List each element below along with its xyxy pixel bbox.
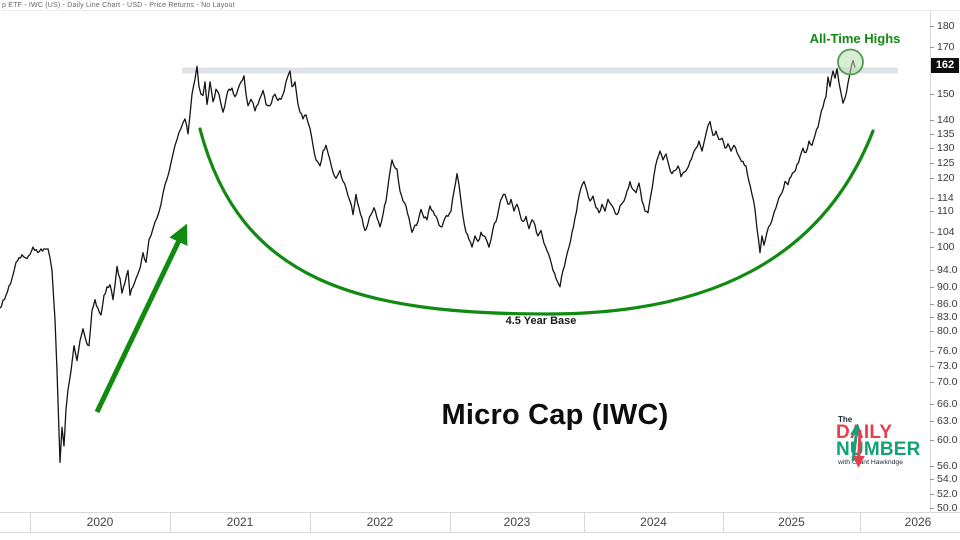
price-tick	[930, 247, 934, 249]
price-tick-label: 135	[937, 127, 955, 140]
price-tick	[930, 365, 934, 367]
year-separator	[310, 513, 311, 532]
price-tick	[930, 465, 934, 467]
price-tick-label: 94.0	[937, 264, 958, 277]
price-tick	[930, 120, 934, 122]
price-tick	[930, 439, 934, 441]
price-tick	[930, 479, 934, 481]
price-tick	[930, 421, 934, 423]
price-tick-label: 52.0	[937, 487, 958, 500]
last-price-badge: 162	[931, 57, 959, 73]
price-tick	[930, 211, 934, 213]
logo-daily-text: DAILY	[836, 422, 893, 443]
price-tick	[930, 303, 934, 305]
price-tick-label: 56.0	[937, 459, 958, 472]
price-tick-label: 70.0	[937, 375, 958, 388]
price-tick	[930, 381, 934, 383]
price-tick-label: 140	[937, 114, 955, 127]
price-tick	[930, 317, 934, 319]
price-tick	[930, 232, 934, 234]
price-tick	[930, 25, 934, 27]
price-tick-label: 150	[937, 88, 955, 101]
price-tick	[930, 178, 934, 180]
chart-header-meta: p ETF - IWC (US) - Daily Line Chart - US…	[2, 2, 235, 9]
price-tick-label: 170	[937, 41, 955, 53]
base-cup-curve	[198, 127, 875, 316]
year-separator	[450, 513, 451, 532]
price-tick	[930, 350, 934, 352]
price-tick	[930, 270, 934, 272]
price-tick-label: 80.0	[937, 325, 958, 338]
price-tick	[930, 47, 934, 48]
price-tick-label: 86.0	[937, 297, 958, 310]
daily-number-logo: The DAILY NUMBER with Grant Hawkridge	[836, 415, 946, 468]
price-tick	[930, 94, 934, 96]
chart-title: Micro Cap (IWC)	[441, 399, 669, 431]
year-separator	[584, 513, 585, 532]
price-tick-label: 83.0	[937, 311, 958, 324]
price-tick-label: 120	[937, 172, 955, 185]
price-axis-line	[930, 10, 931, 512]
price-tick-label: 100	[937, 241, 955, 254]
year-label: 2023	[503, 515, 531, 529]
price-tick-label: 110	[937, 205, 954, 218]
price-tick	[930, 162, 934, 164]
logo-down-arrow-icon	[852, 429, 865, 468]
price-tick-label: 73.0	[937, 359, 958, 372]
year-label: 2025	[778, 515, 805, 529]
year-label: 2026	[904, 515, 932, 529]
price-tick-label: 50.0	[937, 502, 958, 515]
price-tick-label: 180	[937, 19, 955, 32]
year-label: 2022	[366, 515, 394, 529]
year-separator	[170, 513, 171, 532]
price-tick	[930, 403, 934, 405]
price-tick	[930, 286, 934, 288]
year-separator	[30, 513, 31, 532]
price-tick	[930, 493, 934, 495]
price-tick-label: 76.0	[937, 344, 958, 357]
logo-tagline: with Grant Hawkridge	[838, 459, 903, 466]
price-tick	[930, 133, 934, 135]
price-tick-label: 90.0	[937, 280, 958, 293]
logo-number-text: NUMBER	[836, 439, 921, 460]
price-tick-label: 130	[937, 142, 955, 155]
price-tick-label: 63.0	[937, 415, 958, 428]
breakout-arrow	[94, 223, 188, 414]
price-tick-label: 114	[937, 191, 954, 204]
price-tick-label: 66.0	[937, 397, 958, 410]
logo-the-text: The	[838, 415, 853, 424]
year-label: 2021	[226, 515, 254, 529]
base-annotation-label: 4.5 Year Base	[505, 315, 577, 327]
logo-arrows	[850, 424, 865, 468]
logo-up-arrow-icon	[850, 424, 863, 462]
year-separator	[860, 513, 861, 532]
price-tick-label: 54.0	[937, 473, 958, 486]
chart-top-border	[0, 10, 960, 11]
year-separator	[723, 513, 724, 532]
price-tick	[930, 148, 934, 150]
all-time-highs-label: All-Time Highs	[809, 31, 901, 46]
year-label: 2020	[86, 515, 114, 529]
price-tick-label: 60.0	[937, 433, 958, 446]
time-axis: 2020 2021 2022 2023 2024 2025 2026	[0, 512, 960, 533]
price-tick	[930, 331, 934, 333]
price-tick	[930, 508, 934, 510]
price-tick-label: 104	[937, 226, 955, 239]
resistance-band	[182, 67, 898, 74]
all-time-high-circle	[837, 48, 864, 76]
price-tick-label: 125	[937, 156, 955, 169]
year-label: 2024	[640, 515, 667, 529]
price-tick	[930, 197, 934, 199]
price-line-series	[0, 59, 856, 463]
